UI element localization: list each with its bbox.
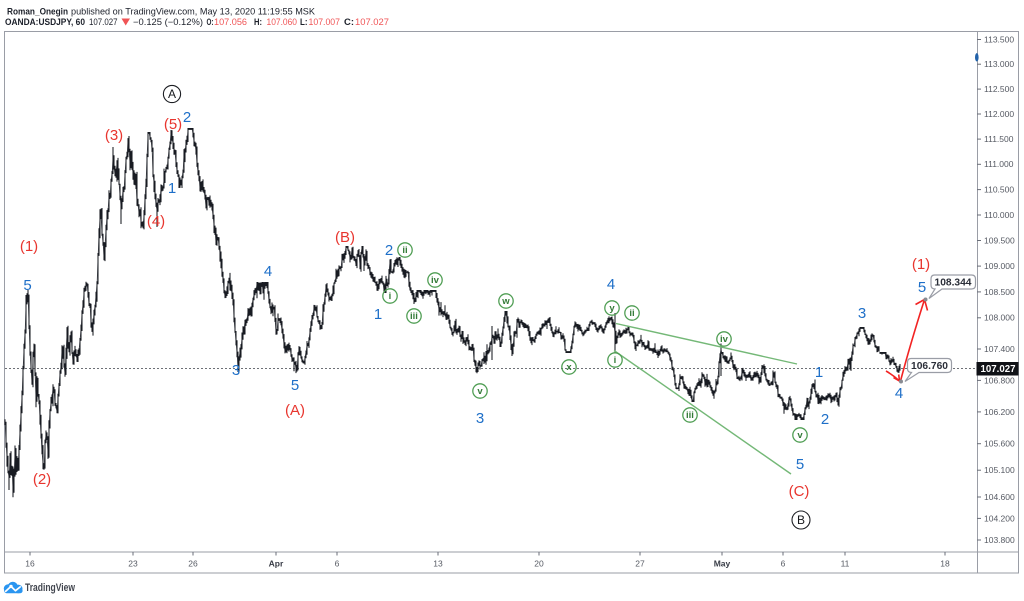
svg-text:111.500: 111.500 [984, 134, 1014, 144]
svg-text:(B): (B) [335, 229, 355, 246]
svg-text:113.000: 113.000 [984, 59, 1014, 69]
svg-text:O:: O: [207, 17, 214, 27]
svg-text:−0.125 (−0.12%): −0.125 (−0.12%) [133, 17, 203, 27]
svg-text:2: 2 [385, 242, 393, 259]
svg-text:5: 5 [796, 456, 804, 473]
svg-text:6: 6 [781, 559, 786, 569]
svg-text:May: May [714, 559, 731, 569]
svg-text:20: 20 [534, 559, 544, 569]
svg-text:11: 11 [841, 559, 850, 569]
svg-text:107.027: 107.027 [89, 17, 118, 27]
svg-text:110.500: 110.500 [984, 185, 1014, 195]
svg-text:TradingView: TradingView [25, 582, 75, 594]
svg-text:1: 1 [374, 306, 382, 323]
svg-text:105.100: 105.100 [984, 465, 1015, 475]
svg-text:4: 4 [264, 263, 272, 280]
svg-text:112.000: 112.000 [984, 109, 1014, 119]
svg-text:iv: iv [431, 275, 440, 286]
svg-text:110.000: 110.000 [984, 210, 1014, 220]
svg-text:4: 4 [895, 385, 903, 402]
svg-text:(3): (3) [105, 127, 123, 144]
svg-text:104.600: 104.600 [984, 492, 1015, 502]
svg-text:111.000: 111.000 [984, 159, 1014, 169]
svg-text:18: 18 [940, 559, 950, 569]
svg-text:H:: H: [254, 17, 262, 27]
svg-text:(1): (1) [20, 238, 38, 255]
svg-text:(5): (5) [164, 116, 182, 133]
svg-text:(1): (1) [912, 256, 930, 273]
svg-text:(A): (A) [285, 402, 305, 419]
svg-text:107.027: 107.027 [355, 17, 389, 27]
svg-text:13: 13 [433, 559, 443, 569]
svg-text:i: i [614, 355, 617, 366]
svg-text:3: 3 [232, 362, 240, 379]
svg-text:107.060: 107.060 [267, 17, 298, 27]
svg-text:L:: L: [300, 17, 308, 27]
svg-text:112.500: 112.500 [984, 84, 1014, 94]
svg-text:3: 3 [476, 410, 484, 427]
svg-text:v: v [477, 386, 483, 397]
svg-text:iv: iv [720, 334, 729, 345]
svg-text:16: 16 [25, 559, 35, 569]
svg-text:107.400: 107.400 [984, 344, 1015, 354]
svg-text:4: 4 [607, 276, 615, 293]
svg-text:108.000: 108.000 [984, 313, 1015, 323]
svg-text:w: w [501, 296, 510, 307]
svg-text:108.344: 108.344 [935, 278, 972, 289]
svg-text:106.800: 106.800 [984, 375, 1015, 385]
svg-text:ii: ii [402, 245, 407, 256]
svg-text:108.500: 108.500 [984, 287, 1015, 297]
svg-text:26: 26 [188, 559, 198, 569]
svg-text:1: 1 [168, 180, 176, 197]
svg-text:103.800: 103.800 [984, 535, 1015, 545]
svg-text:27: 27 [635, 559, 645, 569]
svg-text:Apr: Apr [269, 559, 284, 569]
svg-text:published on TradingView.com,: published on TradingView.com, May 13, 20… [71, 7, 315, 17]
svg-text:iii: iii [410, 311, 418, 322]
svg-text:v: v [797, 430, 803, 441]
svg-text:105.600: 105.600 [984, 439, 1015, 449]
svg-text:(2): (2) [33, 471, 51, 488]
svg-text:107.007: 107.007 [309, 17, 341, 27]
svg-text:2: 2 [821, 411, 829, 428]
svg-text:109.500: 109.500 [984, 235, 1015, 245]
svg-text:x: x [566, 362, 572, 373]
svg-text:106.760: 106.760 [911, 361, 948, 372]
svg-text:B: B [797, 513, 805, 527]
svg-text:ii: ii [629, 308, 634, 319]
svg-text:(4): (4) [147, 213, 165, 230]
svg-text:1: 1 [815, 364, 823, 381]
svg-text:A: A [168, 87, 176, 101]
svg-text:104.200: 104.200 [984, 513, 1015, 523]
svg-text:2: 2 [183, 109, 191, 126]
svg-text:113.500: 113.500 [984, 34, 1014, 44]
svg-text:y: y [609, 303, 615, 314]
svg-text:OANDA:USDJPY, 60: OANDA:USDJPY, 60 [5, 17, 85, 27]
svg-text:109.000: 109.000 [984, 261, 1015, 271]
svg-text:3: 3 [858, 305, 866, 322]
svg-text:i: i [389, 291, 392, 302]
svg-text:5: 5 [918, 279, 926, 296]
svg-text:6: 6 [335, 559, 340, 569]
svg-text:iii: iii [686, 410, 694, 421]
svg-text:5: 5 [23, 277, 31, 294]
svg-text:(C): (C) [789, 483, 810, 500]
svg-text:107.056: 107.056 [214, 17, 247, 27]
svg-text:107.027: 107.027 [981, 364, 1016, 375]
svg-text:23: 23 [128, 559, 138, 569]
svg-text:106.200: 106.200 [984, 407, 1015, 417]
svg-text:Roman_Onegin: Roman_Onegin [7, 7, 68, 17]
svg-text:C:: C: [344, 17, 354, 27]
svg-text:5: 5 [291, 377, 299, 394]
